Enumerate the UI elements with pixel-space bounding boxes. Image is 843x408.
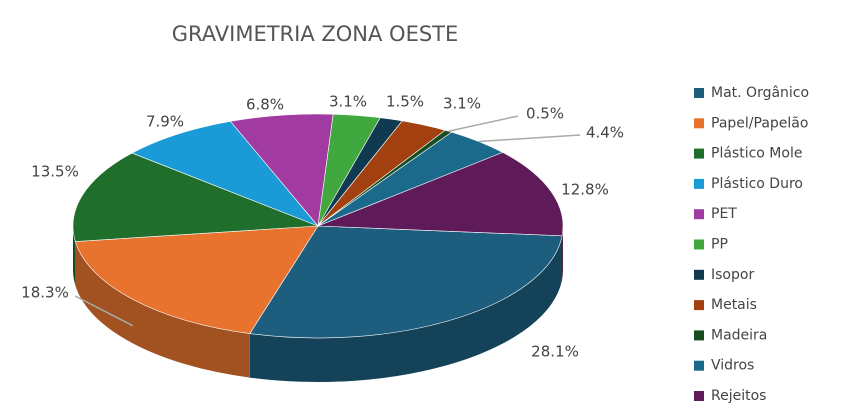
slice	[317, 152, 564, 237]
data-label: 7.9%	[146, 113, 184, 131]
legend-label: PP	[711, 237, 728, 253]
data-label: 12.8%	[561, 181, 609, 199]
legend-label: Plástico Mole	[711, 146, 802, 162]
leader-line	[448, 115, 519, 132]
data-label: 4.4%	[586, 124, 624, 142]
data-label: 0.5%	[526, 105, 564, 123]
legend-swatch	[694, 118, 704, 129]
legend-swatch	[694, 300, 704, 311]
legend-swatch	[694, 360, 704, 371]
legend-swatch	[694, 209, 704, 220]
legend-label: Mat. Orgânico	[711, 85, 809, 101]
legend-label: Papel/Papelão	[711, 115, 808, 131]
data-label: 18.3%	[21, 284, 69, 302]
slice-side	[249, 235, 563, 382]
leader-line	[74, 295, 134, 327]
slice-side	[73, 226, 76, 286]
slice-side	[75, 241, 250, 378]
legend-swatch	[694, 239, 704, 250]
legend-label: PET	[711, 206, 737, 222]
legend-label: Plástico Duro	[711, 176, 803, 192]
data-label: 13.5%	[31, 163, 79, 181]
legend-swatch	[694, 269, 704, 280]
legend-label: Vidros	[711, 358, 754, 374]
slice	[131, 121, 319, 227]
slice	[72, 152, 319, 242]
slice	[249, 225, 563, 339]
chart-title: GRAVIMETRIA ZONA OESTE	[172, 22, 459, 46]
legend-swatch	[694, 148, 704, 159]
legend-swatch	[694, 391, 704, 401]
legend-label: Madeira	[711, 327, 767, 343]
slice-side	[562, 226, 563, 280]
legend-label: Isopor	[711, 267, 754, 283]
data-label: 3.1%	[329, 93, 367, 111]
legend-swatch	[694, 88, 704, 98]
data-label: 6.8%	[246, 96, 284, 114]
legend-swatch	[694, 330, 704, 341]
data-label: 1.5%	[386, 93, 424, 111]
data-label: 3.1%	[443, 95, 481, 113]
leader-line	[478, 134, 581, 143]
data-label: 28.1%	[531, 343, 579, 361]
legend-label: Rejeitos	[711, 388, 766, 404]
legend-label: Metais	[711, 297, 757, 313]
legend-swatch	[694, 178, 704, 189]
slice	[74, 225, 319, 334]
slice	[229, 113, 334, 227]
